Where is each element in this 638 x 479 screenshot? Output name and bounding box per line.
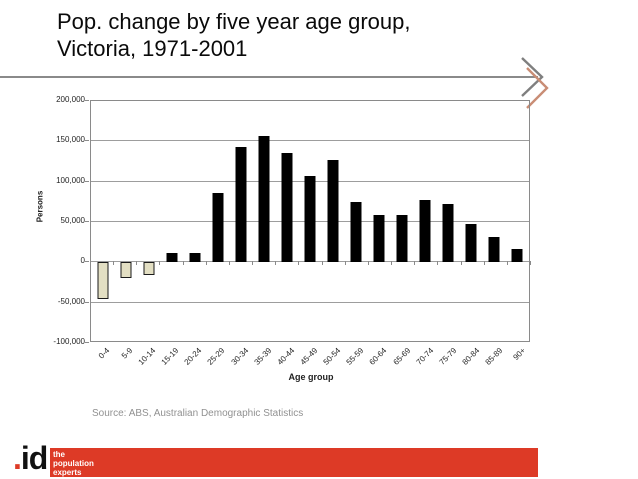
x-axis-tick — [228, 261, 230, 266]
gridline — [91, 301, 529, 303]
tagline-line: experts — [53, 468, 82, 477]
bar-5-9 — [120, 262, 132, 279]
y-tick-label: 50,000 — [60, 216, 85, 225]
bar-cell — [368, 101, 391, 341]
id-logo: .id — [13, 440, 48, 476]
x-axis-tick — [90, 261, 91, 266]
bar-cell — [229, 101, 252, 341]
page-title: Pop. change by five year age group, Vict… — [57, 8, 410, 62]
y-tick-label: -100,000 — [53, 337, 85, 346]
bar-cell — [206, 101, 229, 341]
bar-cell — [506, 101, 529, 341]
x-axis-tick — [205, 261, 207, 266]
y-tick-label: 200,000 — [56, 95, 85, 104]
bar-70-74 — [419, 200, 431, 263]
x-axis-tick — [252, 261, 254, 266]
bar-cell — [460, 101, 483, 341]
source-note: Source: ABS, Australian Demographic Stat… — [92, 408, 304, 419]
y-tick-label: -50,000 — [57, 296, 85, 306]
y-tick-label: 100,000 — [56, 175, 85, 185]
x-axis-tick — [367, 261, 369, 266]
bar-25-29 — [212, 192, 224, 263]
x-axis-tick — [182, 261, 184, 266]
x-axis-tick — [321, 261, 323, 266]
x-axis-tick — [275, 261, 277, 266]
bar-cell — [91, 101, 114, 341]
bar-50-54 — [327, 159, 339, 263]
bar-10-14 — [143, 262, 155, 276]
x-axis-tick — [136, 261, 138, 266]
x-axis-tick — [414, 261, 416, 266]
bar-30-34 — [235, 146, 247, 263]
bar-80-84 — [465, 223, 477, 263]
y-axis-tick — [85, 301, 89, 303]
bar-85-89 — [488, 237, 500, 263]
bar-cell — [252, 101, 275, 341]
bar-cell — [483, 101, 506, 341]
y-axis-tick — [85, 100, 89, 101]
bar-35-39 — [258, 135, 270, 263]
bar-65-69 — [396, 214, 408, 263]
bar-cell — [137, 101, 160, 341]
y-axis-tick — [85, 221, 89, 222]
gridline — [91, 140, 529, 142]
y-tick-label: 150,000 — [56, 135, 85, 145]
logo-tagline: the population experts — [50, 448, 538, 477]
title-line-1: Pop. change by five year age group, — [57, 9, 411, 34]
plot-area — [90, 100, 530, 342]
x-axis-tick — [530, 261, 531, 266]
bar-cell — [183, 101, 206, 341]
bar-15-19 — [166, 253, 178, 263]
logo-dot: . — [13, 440, 22, 476]
bar-cell — [391, 101, 414, 341]
bar-cell — [160, 101, 183, 341]
x-axis-tick — [298, 261, 300, 266]
x-axis-tick — [391, 261, 393, 266]
bar-20-24 — [189, 252, 201, 263]
chevron-arrow-icon — [521, 57, 549, 109]
y-tick-label: 0 — [80, 256, 85, 266]
bar-cell — [414, 101, 437, 341]
x-axis-tick — [344, 261, 346, 266]
x-axis-tick — [437, 261, 439, 266]
tagline-line: population — [53, 459, 94, 468]
tagline-line: the — [53, 450, 65, 459]
bar-40-44 — [281, 153, 293, 263]
title-divider-line — [0, 76, 538, 78]
y-axis-tick — [85, 180, 89, 182]
bar-55-59 — [350, 201, 362, 263]
bar-45-49 — [304, 176, 316, 263]
bar-75-79 — [442, 204, 454, 263]
y-axis-tick — [85, 342, 89, 343]
x-axis-tick — [460, 261, 462, 266]
bar-90+ — [511, 249, 523, 263]
x-axis-tick — [159, 261, 161, 266]
x-axis-title: Age group — [288, 372, 334, 382]
title-line-2: Victoria, 1971-2001 — [57, 36, 248, 61]
footer-red-bar: the population experts — [50, 448, 538, 477]
bar-cell — [298, 101, 321, 341]
bar-cell — [345, 101, 368, 341]
y-axis-tick — [85, 140, 89, 142]
x-axis-tick — [113, 261, 115, 266]
bar-cell — [275, 101, 298, 341]
bar-row — [91, 101, 529, 341]
y-axis-tick — [85, 261, 89, 263]
x-axis-tick — [483, 261, 485, 266]
bar-0-4 — [97, 262, 109, 299]
logo-text: id — [20, 440, 48, 476]
bar-60-64 — [373, 214, 385, 263]
bar-cell — [437, 101, 460, 341]
bar-cell — [321, 101, 344, 341]
bar-cell — [114, 101, 137, 341]
x-axis-tick — [506, 261, 508, 266]
